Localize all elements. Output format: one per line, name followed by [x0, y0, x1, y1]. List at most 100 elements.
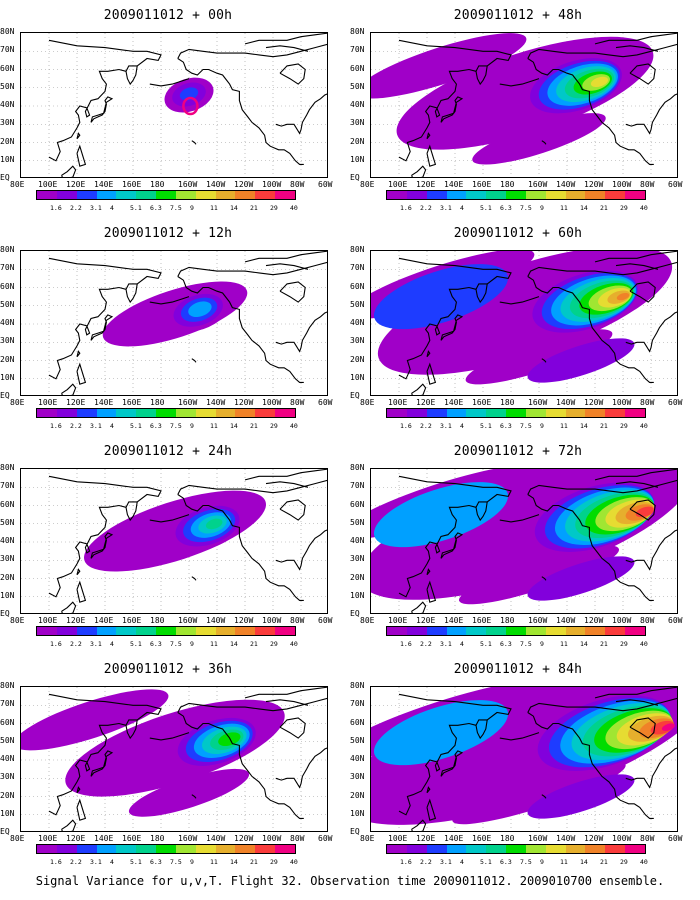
coastline [76, 580, 87, 603]
longitude-label: 180 [150, 180, 165, 189]
coastline [527, 43, 677, 59]
latitude-label: 40N [0, 318, 15, 327]
longitude-label: 100E [38, 834, 58, 843]
coastline [527, 479, 677, 495]
longitude-label: 60W [668, 180, 683, 189]
colorbar-level-label: 5.1 [480, 640, 492, 648]
latitude-label: 60N [350, 499, 365, 509]
coastline [48, 693, 162, 816]
colorbar-swatch [585, 627, 606, 635]
variance-map [370, 250, 678, 396]
panel-title: 2009011012 + 60h [453, 226, 583, 241]
longitude-label: 100W [612, 616, 632, 625]
coastline [76, 132, 81, 140]
longitude-label: 160E [472, 398, 492, 407]
coastline [475, 501, 488, 522]
colorbar-swatch [486, 627, 507, 635]
colorbar-swatch [406, 409, 427, 417]
colorbar-level-label: 11 [560, 640, 568, 648]
variance-contour [465, 329, 613, 385]
longitude-label: 120W [234, 180, 254, 189]
longitude-label: 140W [206, 398, 226, 407]
longitude-label: 160E [122, 834, 142, 843]
coastline [629, 63, 656, 85]
panel-title: 2009011012 + 24h [103, 444, 233, 459]
colorbar-level-label: 21 [250, 640, 258, 648]
longitude-label: 120W [584, 398, 604, 407]
longitude-label: 80W [640, 180, 655, 189]
colorbar-swatch [76, 191, 97, 199]
latitude-label: 60N [350, 281, 365, 291]
forecast-panel: 2009011012 + 60h 80N 70N 60N 50N 40N 30N 20N 10N… [350, 226, 686, 440]
colorbar-swatch [96, 191, 117, 199]
colorbar-swatch [37, 845, 57, 853]
colorbar-level-label: 40 [290, 204, 298, 212]
longitude-label: 120E [66, 398, 86, 407]
coastline [440, 750, 464, 777]
latitude-label: 70N [350, 263, 365, 273]
colorbar-level-label: 29 [620, 204, 628, 212]
latitude-label: 30N [0, 554, 15, 564]
coastline [629, 717, 656, 739]
latitude-label: 50N [350, 81, 365, 91]
latitude-label: 20N [350, 572, 365, 582]
coastline [177, 494, 304, 601]
coastline [125, 283, 138, 304]
colorbar-level-label: 29 [270, 640, 278, 648]
colorbar-level-label: 7.5 [520, 422, 532, 430]
longitude-label: 100E [388, 398, 408, 407]
colorbar-swatch [426, 627, 447, 635]
longitude-label: 80E [360, 398, 375, 407]
colorbar-level-label: 14 [580, 858, 588, 866]
coastline [426, 786, 431, 794]
coastline [275, 311, 327, 353]
coastline [629, 281, 656, 303]
longitude-label: 140E [444, 180, 464, 189]
longitude-label: 80W [290, 616, 305, 625]
latitude-label: 20N [350, 354, 365, 364]
latitude-label: 40N [350, 100, 365, 109]
colorbar-swatch [116, 409, 137, 417]
colorbar-swatch [605, 409, 626, 417]
variance-contour [179, 87, 199, 101]
colorbar-level-label: 21 [600, 422, 608, 430]
variance-contour [661, 723, 675, 731]
latitude-label: 80N [350, 27, 365, 36]
colorbar-swatch [625, 409, 645, 417]
coastline [275, 747, 327, 789]
forecast-panel: 2009011012 + 36h 80N 70N 60N 50N 40N 30N 20N 10N… [0, 662, 336, 876]
colorbar-level-label: 21 [250, 858, 258, 866]
coastline [125, 65, 138, 86]
colorbar-level-label: 3.1 [440, 858, 452, 866]
colorbar-level-label: 5.1 [130, 858, 142, 866]
coastline [279, 63, 306, 85]
colorbar-swatch [156, 627, 176, 635]
latitude-label: 30N [0, 118, 15, 128]
variance-contour [452, 761, 626, 825]
colorbar-level-label: 40 [640, 640, 648, 648]
variance-contour [527, 556, 635, 601]
colorbar-swatch [605, 627, 626, 635]
coastline [90, 314, 114, 341]
longitude-label: 180 [150, 398, 165, 407]
colorbar-labels: 1.6 2.2 3.1 4 5.1 6.3 7.5 9 11 14 21 29 40 [36, 640, 298, 650]
latitude-label: 50N [350, 299, 365, 309]
coastline [411, 165, 427, 177]
colorbar-swatch [96, 845, 117, 853]
longitude-label: 80W [640, 834, 655, 843]
coastline [61, 819, 77, 831]
colorbar-swatch [506, 409, 526, 417]
latitude-label: 20N [0, 572, 15, 582]
longitude-label: 60W [318, 398, 333, 407]
colorbar-level-label: 21 [250, 422, 258, 430]
coastline [279, 499, 306, 521]
longitude-label: 160W [178, 180, 198, 189]
coastline [76, 786, 81, 794]
colorbar-level-label: 9 [190, 422, 194, 430]
coastline [76, 798, 87, 821]
colorbar-level-label: 4 [460, 858, 464, 866]
colorbar-labels: 1.6 2.2 3.1 4 5.1 6.3 7.5 9 11 14 21 29 40 [36, 858, 298, 868]
colorbar-level-label: 1.6 [50, 640, 62, 648]
latitude-label: 70N [350, 699, 365, 709]
latitude-label: EQ [350, 827, 360, 836]
